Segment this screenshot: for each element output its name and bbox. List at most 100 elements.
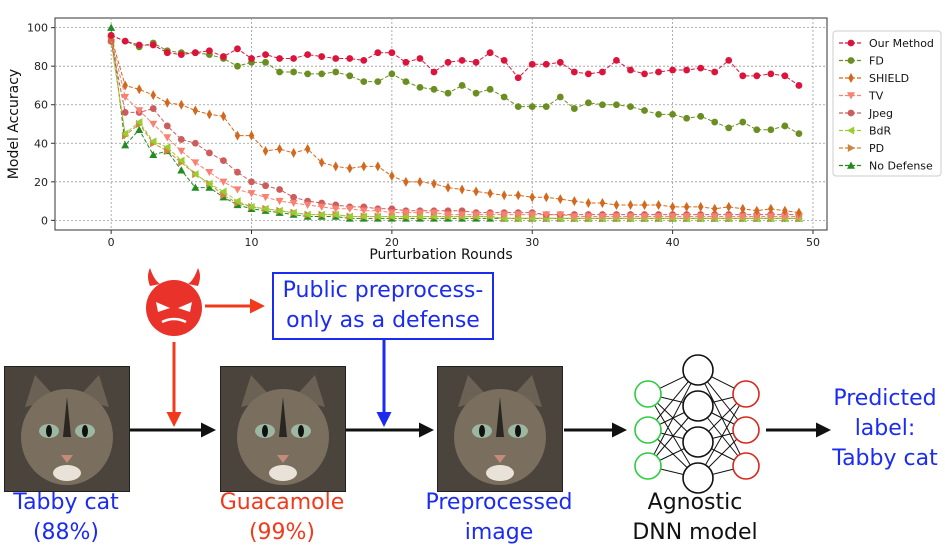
data-point [584,99,592,107]
data-point [739,72,747,80]
data-point [262,145,269,156]
legend-label: Our Method [869,37,934,50]
data-point [276,186,283,193]
data-point [177,51,185,59]
data-point [767,70,775,78]
nn-node [732,452,760,480]
data-point [570,105,578,112]
nn-node [682,462,714,494]
data-point [754,205,760,216]
y-tick-label: 60 [34,99,48,112]
data-point [220,53,227,60]
series-our-method [107,31,803,89]
data-point [121,37,129,45]
data-point [149,41,157,49]
data-point [500,57,508,64]
data-point [331,210,339,219]
legend-entry: SHIELD [839,72,909,85]
data-point [570,68,578,76]
data-point [403,176,409,187]
data-point [782,205,788,216]
devil-attacker-icon [146,268,202,336]
data-point [556,93,564,101]
x-tick-label: 10 [245,236,259,249]
data-point [768,203,774,214]
data-point [542,211,551,219]
data-point [669,201,676,212]
data-point [332,55,340,62]
data-point [345,205,354,213]
data-point [219,178,228,186]
data-point [262,58,269,66]
y-tick-label: 0 [41,214,48,227]
data-point [528,211,537,219]
data-point [248,178,255,186]
data-point [739,118,747,126]
legend-label: Jpeg [868,107,893,120]
data-point [486,85,494,93]
data-point [627,199,634,210]
prediction-label-line-3: Tabby cat [832,446,938,471]
data-point [528,60,536,68]
input-label-line-2: (88%) [32,520,100,545]
preprocessed-cat-image [437,366,563,492]
model-label-line-2: DNN model [632,520,758,545]
legend-box [832,30,942,177]
nn-node [634,416,662,444]
data-point [289,208,297,217]
data-point [528,214,536,223]
nn-edge [697,393,747,479]
legend-marker [847,144,855,152]
data-point [626,213,635,221]
data-point [640,213,649,221]
data-point [627,103,634,111]
legend-label: FD [869,55,884,68]
data-point [191,170,199,179]
plot-frame [54,17,828,231]
data-point [796,207,802,218]
data-point [290,193,298,201]
cat-face-icon [438,367,562,491]
data-point [683,66,691,74]
x-axis-label: Purturbation Rounds [369,247,512,262]
input-label-line-1: Tabby cat [13,490,119,515]
data-point [429,212,438,221]
data-point [683,201,690,212]
data-point [318,70,326,78]
data-point [177,166,186,174]
data-point [164,97,171,108]
data-point [374,49,382,57]
defense-line-1: Public preprocess- [282,278,484,303]
data-point [458,211,467,219]
data-point [192,105,199,116]
data-point [361,161,367,172]
data-point [415,209,424,217]
model-label: Agnostic DNN model [620,488,770,548]
data-point [234,45,241,53]
series-tv [107,36,803,221]
data-point [682,213,691,221]
data-point [163,49,171,57]
neural-network-icon [634,354,760,494]
data-point [459,184,465,195]
data-point [599,198,606,209]
data-point [318,157,325,168]
legend-label: No Defense [869,160,933,173]
data-point [359,207,368,215]
data-point [107,23,116,31]
legend-marker [848,73,854,83]
nn-node [682,390,714,422]
data-point [486,211,495,219]
data-point [191,139,199,147]
legend-marker [847,39,855,47]
legend: Our Method FD SHIELD TV Jpeg BdR PD No Defense [832,30,942,177]
diagram-arrows [128,268,831,494]
data-point [136,84,143,95]
data-point [669,66,676,74]
data-point [501,190,507,201]
data-point [303,201,312,209]
data-point [444,211,453,219]
data-point [445,182,451,193]
data-point [107,31,115,39]
data-point [177,136,185,143]
